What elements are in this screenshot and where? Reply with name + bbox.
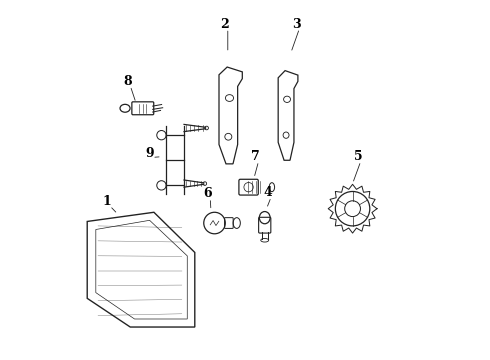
Text: 8: 8 (123, 75, 132, 88)
Text: 7: 7 (251, 150, 260, 163)
Text: 1: 1 (102, 195, 111, 208)
Text: 9: 9 (145, 147, 153, 159)
Text: 2: 2 (220, 18, 229, 31)
Text: 6: 6 (203, 187, 212, 200)
Text: 5: 5 (354, 150, 362, 163)
Text: 4: 4 (264, 186, 272, 199)
Text: 3: 3 (293, 18, 301, 31)
